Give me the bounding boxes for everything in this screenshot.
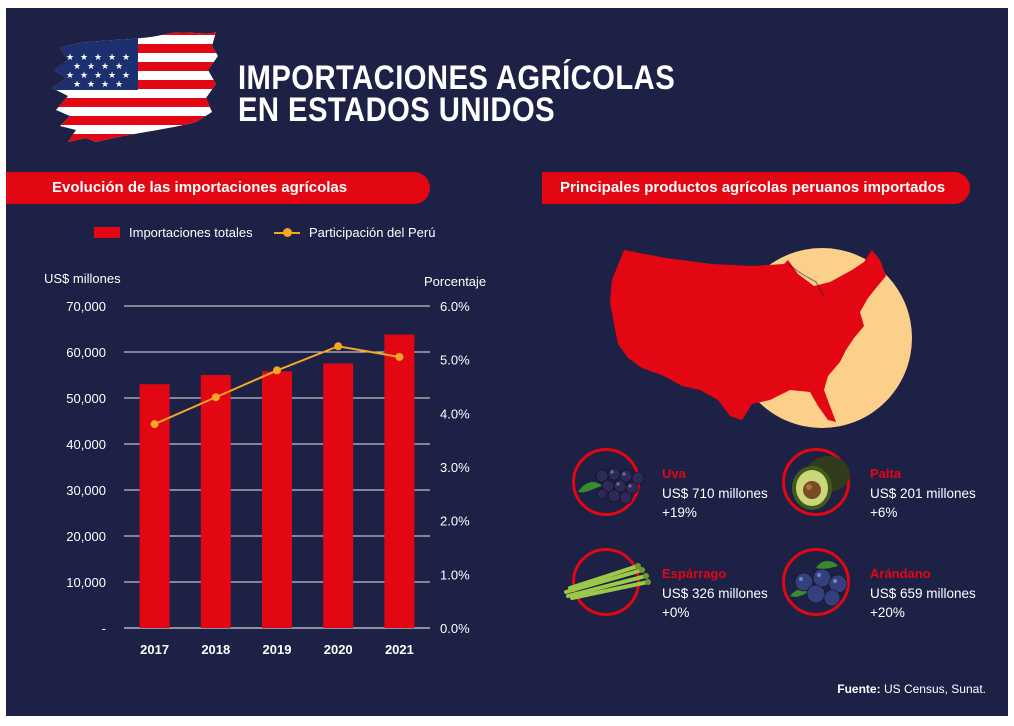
line-point-2021: [395, 352, 404, 361]
svg-text:★: ★: [87, 80, 95, 90]
source-note: Fuente: US Census, Sunat.: [837, 682, 986, 696]
svg-text:★: ★: [115, 80, 123, 90]
product-change-palta: +6%: [870, 505, 898, 520]
product-name-uva: Uva: [662, 466, 686, 481]
right-tick-label: 5.0%: [440, 353, 470, 368]
svg-text:★: ★: [80, 53, 88, 63]
product-value-arandano: US$ 659 millones: [870, 586, 976, 601]
left-tick-label: 10,000: [66, 575, 106, 590]
left-tick-label: 50,000: [66, 391, 106, 406]
blueberry-icon: [790, 561, 848, 607]
right-tick-label: 3.0%: [440, 460, 470, 475]
bar-2018: [200, 375, 231, 628]
svg-text:★: ★: [115, 62, 123, 72]
page-title: IMPORTACIONES AGRÍCOLAS EN ESTADOS UNIDO…: [238, 59, 676, 129]
source-label: Fuente:: [837, 682, 881, 696]
product-name-esparrago: Espárrago: [662, 566, 727, 581]
product-value-palta: US$ 201 millones: [870, 486, 976, 501]
product-change-arandano: +20%: [870, 605, 905, 620]
left-tick-label: 30,000: [66, 483, 106, 498]
bar-2021: [384, 334, 415, 628]
svg-text:★: ★: [101, 62, 109, 72]
asparagus-icon: [564, 563, 651, 600]
x-tick-label: 2020: [324, 642, 353, 657]
product-frame-palta: [782, 448, 850, 516]
usa-map-icon: [610, 248, 912, 428]
right-tick-label: 1.0%: [440, 567, 470, 582]
svg-text:★: ★: [87, 62, 95, 72]
svg-text:★: ★: [73, 62, 81, 72]
x-tick-label: 2017: [140, 642, 169, 657]
svg-text:★: ★: [73, 80, 81, 90]
combo-chart: - 10,000 20,000 30,000 40,000 50,000 60,000 70,…: [66, 299, 470, 657]
product-value-esparrago: US$ 326 millones: [662, 586, 768, 601]
product-name-arandano: Arándano: [870, 566, 931, 581]
svg-text:★: ★: [66, 71, 74, 81]
legend-label-bars: Importaciones totales: [129, 225, 253, 240]
x-tick-label: 2021: [385, 642, 414, 657]
source-text: US Census, Sunat.: [883, 682, 986, 696]
left-tick-label: 60,000: [66, 345, 106, 360]
left-tick-label: 20,000: [66, 529, 106, 544]
line-point-2020: [334, 342, 343, 351]
svg-text:★: ★: [94, 71, 102, 81]
line-point-2018: [211, 393, 220, 402]
right-tick-label: 6.0%: [440, 299, 470, 314]
products-section-heading: Principales productos agrícolas peruanos…: [542, 172, 970, 204]
page-title-line1: IMPORTACIONES AGRÍCOLAS: [238, 59, 676, 97]
svg-text:★: ★: [66, 53, 74, 63]
left-tick-label: 40,000: [66, 437, 106, 452]
legend-item-line: Participación del Perú: [274, 225, 435, 240]
product-change-esparrago: +0%: [662, 605, 690, 620]
legend-swatch-line: [274, 227, 300, 238]
chart-section-heading: Evolución de las importaciones agrícolas: [6, 172, 430, 204]
right-tick-label: 4.0%: [440, 406, 470, 421]
svg-text:★: ★: [80, 71, 88, 81]
x-tick-label: 2018: [201, 642, 230, 657]
svg-text:★: ★: [122, 71, 130, 81]
product-change-uva: +19%: [662, 505, 697, 520]
right-tick-label: 0.0%: [440, 621, 470, 636]
right-axis-title: Porcentaje: [424, 274, 487, 289]
line-point-2019: [273, 366, 281, 375]
svg-text:★: ★: [101, 80, 109, 90]
left-tick-label: 70,000: [66, 299, 106, 314]
left-tick-label: -: [102, 621, 106, 636]
x-tick-label: 2019: [263, 642, 292, 657]
left-axis-title: US$ millones: [44, 271, 121, 286]
legend-item-bars: Importaciones totales: [94, 225, 253, 240]
page-title-line2: EN ESTADOS UNIDOS: [238, 91, 556, 129]
infographic: ★ ★ ★ ★ ★ ★ ★ ★ ★ ★ ★ ★ ★ ★ ★ ★ ★ ★ IMPORTACIONES AGRÍ…: [6, 8, 1008, 716]
usa-flag-icon: ★ ★ ★ ★ ★ ★ ★ ★ ★ ★ ★ ★ ★ ★ ★ ★ ★ ★: [52, 32, 218, 142]
svg-text:★: ★: [108, 53, 116, 63]
product-frame-arandano: [782, 548, 850, 616]
svg-text:★: ★: [122, 53, 130, 63]
grapes-icon: [578, 467, 645, 505]
bar-2020: [323, 363, 354, 628]
bar-2019: [262, 371, 292, 628]
avocado-icon: [792, 456, 850, 510]
legend-label-line: Participación del Perú: [309, 225, 436, 240]
svg-text:★: ★: [108, 71, 116, 81]
product-name-palta: Palta: [870, 466, 902, 481]
product-value-uva: US$ 710 millones: [662, 486, 768, 501]
legend-swatch-bar: [94, 227, 120, 238]
svg-text:★: ★: [94, 53, 102, 63]
line-point-2017: [150, 420, 159, 429]
right-tick-label: 2.0%: [440, 514, 470, 529]
